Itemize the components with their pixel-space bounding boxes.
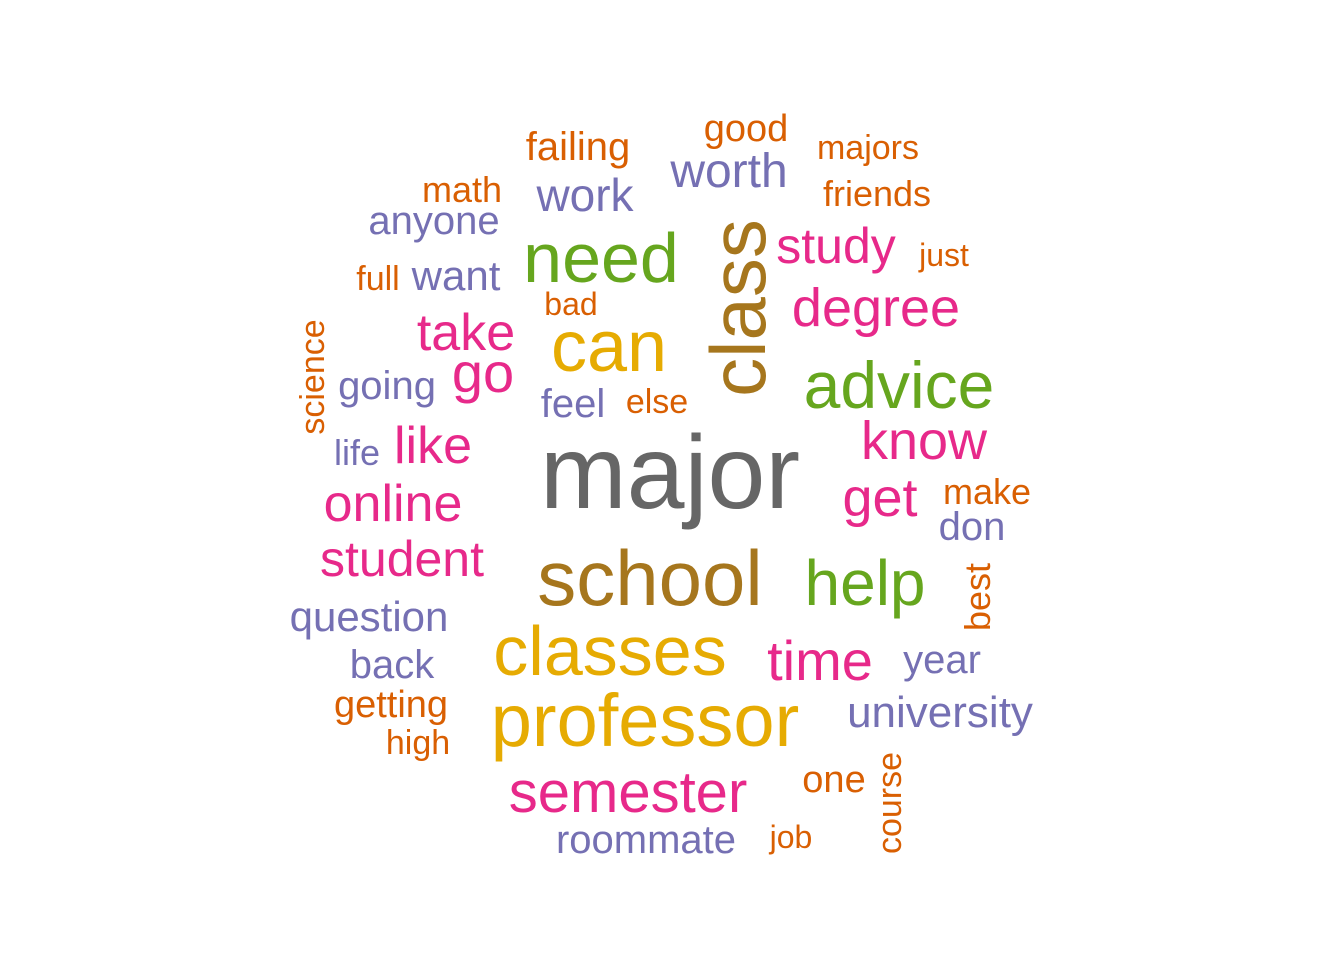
word-online: online bbox=[323, 475, 463, 533]
word-job: job bbox=[769, 819, 813, 855]
word-work: work bbox=[536, 169, 634, 221]
word-bad: bad bbox=[544, 286, 598, 322]
word-anyone: anyone bbox=[368, 199, 500, 243]
word-get: get bbox=[842, 468, 918, 528]
word-majors: majors bbox=[816, 129, 920, 167]
word-getting: getting bbox=[333, 684, 449, 726]
word-worth: worth bbox=[670, 145, 788, 198]
word-classes: classes bbox=[493, 612, 727, 690]
word-study: study bbox=[776, 218, 896, 274]
word-science: science bbox=[294, 319, 332, 435]
word-math: math bbox=[421, 169, 503, 210]
word-life: life bbox=[333, 432, 381, 473]
word-like: like bbox=[393, 417, 473, 475]
word-one: one bbox=[802, 759, 866, 801]
word-year: year bbox=[903, 638, 981, 682]
word-university: university bbox=[847, 688, 1033, 737]
word-degree: degree bbox=[791, 278, 961, 338]
word-time: time bbox=[767, 629, 873, 692]
word-help: help bbox=[804, 547, 926, 619]
word-friends: friends bbox=[822, 173, 932, 214]
word-know: know bbox=[860, 411, 988, 471]
word-full: full bbox=[356, 260, 400, 298]
word-roommate: roommate bbox=[555, 818, 737, 862]
word-course: course bbox=[871, 751, 909, 855]
word-want: want bbox=[411, 252, 501, 299]
word-semester: semester bbox=[508, 760, 748, 825]
word-failing: failing bbox=[525, 125, 631, 169]
word-don: don bbox=[938, 505, 1006, 549]
word-back: back bbox=[349, 643, 435, 687]
word-student: student bbox=[319, 531, 485, 587]
word-high: high bbox=[385, 724, 451, 762]
word-can: can bbox=[550, 307, 668, 387]
word-take: take bbox=[416, 304, 516, 362]
word-feel: feel bbox=[540, 382, 606, 426]
word-major: major bbox=[539, 415, 801, 531]
word-go: go bbox=[451, 341, 515, 404]
word-else: else bbox=[625, 383, 689, 421]
word-make: make bbox=[942, 471, 1032, 512]
word-just: just bbox=[919, 237, 969, 273]
word-need: need bbox=[523, 219, 679, 297]
word-advice: advice bbox=[803, 348, 995, 422]
word-professor: professor bbox=[490, 679, 800, 762]
word-good: good bbox=[703, 108, 789, 150]
word-class: class bbox=[694, 219, 782, 397]
word-school: school bbox=[537, 534, 763, 622]
word-best: best bbox=[957, 562, 998, 632]
word-going: going bbox=[338, 364, 436, 408]
word-question: question bbox=[289, 593, 449, 640]
